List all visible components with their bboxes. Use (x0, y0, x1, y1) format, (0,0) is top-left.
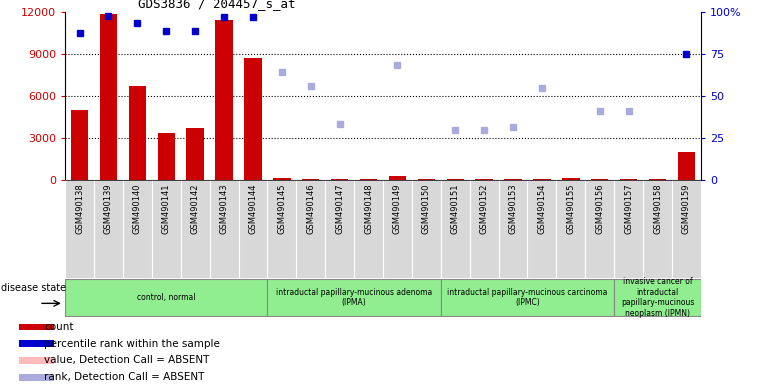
Text: GSM490148: GSM490148 (364, 184, 373, 234)
Text: GSM490141: GSM490141 (162, 184, 171, 234)
Text: GSM490146: GSM490146 (306, 184, 316, 234)
Bar (215, 20, 233, 180)
Text: GSM490149: GSM490149 (393, 184, 402, 234)
Text: GSM490142: GSM490142 (191, 184, 200, 234)
Text: GSM490155: GSM490155 (566, 184, 575, 234)
Bar (19, 340, 54, 347)
Text: GSM490150: GSM490150 (422, 184, 430, 234)
Bar (533, 179, 551, 180)
Bar (129, 86, 146, 180)
Bar (389, 176, 406, 180)
Text: percentile rank within the sample: percentile rank within the sample (44, 339, 221, 349)
Text: control, normal: control, normal (137, 293, 195, 302)
Bar (649, 179, 666, 180)
Text: intraductal papillary-mucinous carcinoma
(IPMC): intraductal papillary-mucinous carcinoma… (447, 288, 607, 307)
Bar (267, 279, 440, 316)
Bar (562, 178, 580, 180)
Bar (440, 279, 614, 316)
Bar (331, 179, 349, 180)
Bar (19, 374, 54, 381)
Text: GSM490140: GSM490140 (133, 184, 142, 234)
Text: GSM490158: GSM490158 (653, 184, 662, 234)
Text: GSM490151: GSM490151 (450, 184, 460, 234)
Text: GSM490159: GSM490159 (682, 184, 691, 234)
Text: GSM490147: GSM490147 (336, 184, 344, 234)
Bar (678, 152, 695, 180)
Text: GSM490152: GSM490152 (480, 184, 489, 234)
Text: GSM490154: GSM490154 (538, 184, 546, 234)
Bar (65, 279, 267, 316)
Bar (360, 179, 377, 180)
Bar (614, 279, 701, 316)
Text: GSM490153: GSM490153 (509, 184, 518, 234)
Bar (158, 132, 175, 180)
Bar (273, 178, 290, 180)
Text: GSM490143: GSM490143 (220, 184, 228, 234)
Text: intraductal papillary-mucinous adenoma
(IPMA): intraductal papillary-mucinous adenoma (… (276, 288, 432, 307)
Bar (19, 323, 54, 330)
Text: GSM490157: GSM490157 (624, 184, 633, 234)
Text: count: count (44, 322, 74, 332)
Bar (302, 179, 319, 180)
Bar (71, 110, 88, 180)
Bar (244, 58, 262, 180)
Bar (591, 179, 608, 180)
Bar (417, 179, 435, 180)
Text: GSM490145: GSM490145 (277, 184, 286, 234)
Text: invasive cancer of
intraductal
papillary-mucinous
neoplasm (IPMN): invasive cancer of intraductal papillary… (621, 278, 694, 318)
Bar (447, 179, 464, 180)
Bar (100, 14, 117, 180)
Bar (19, 357, 54, 364)
Text: GSM490138: GSM490138 (75, 184, 84, 234)
Text: GDS3836 / 204457_s_at: GDS3836 / 204457_s_at (138, 0, 296, 10)
Text: GSM490139: GSM490139 (104, 184, 113, 234)
Text: GSM490144: GSM490144 (248, 184, 257, 234)
Bar (476, 179, 493, 180)
Text: rank, Detection Call = ABSENT: rank, Detection Call = ABSENT (44, 372, 205, 382)
Text: value, Detection Call = ABSENT: value, Detection Call = ABSENT (44, 356, 210, 366)
Bar (620, 179, 637, 180)
Bar (186, 128, 204, 180)
Text: disease state: disease state (1, 283, 66, 293)
Text: GSM490156: GSM490156 (595, 184, 604, 234)
Bar (504, 179, 522, 180)
